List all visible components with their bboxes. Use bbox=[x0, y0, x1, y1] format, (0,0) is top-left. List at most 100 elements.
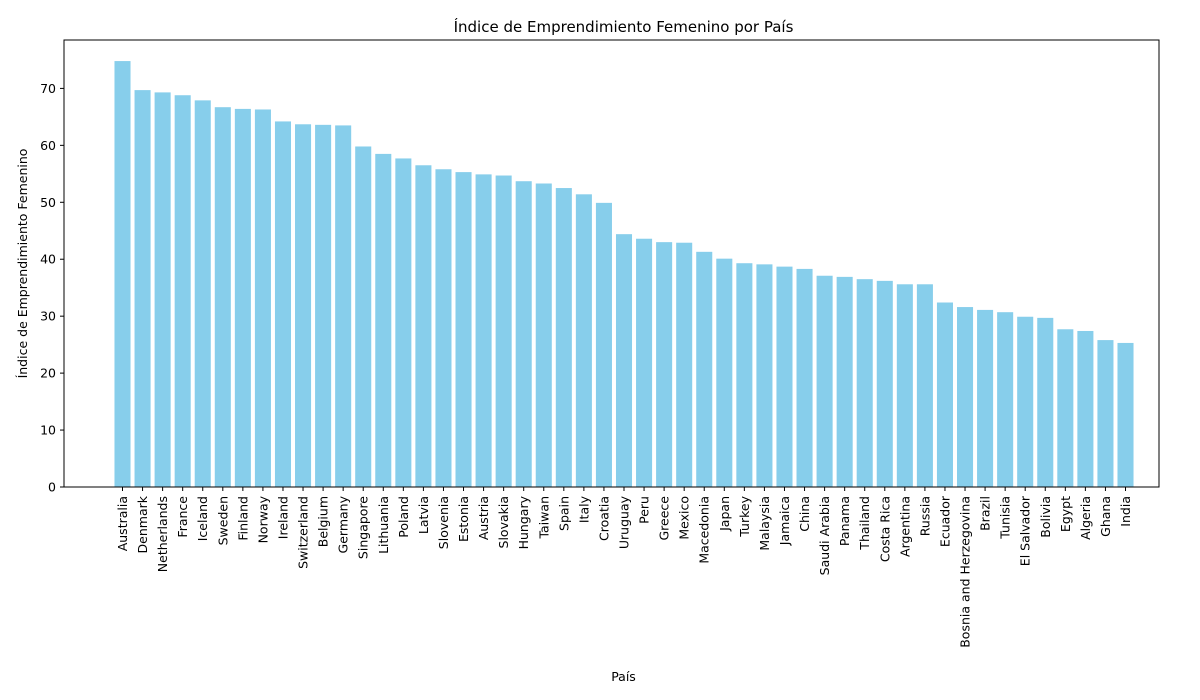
x-tick-label: Croatia bbox=[596, 496, 611, 541]
bar-uruguay bbox=[615, 234, 633, 487]
bar-ireland bbox=[274, 121, 292, 488]
x-tick-label: Turkey bbox=[737, 495, 752, 537]
x-tick-label: Uruguay bbox=[617, 495, 632, 549]
bar-switzerland bbox=[295, 124, 312, 487]
x-tick-label: Iceland bbox=[195, 496, 210, 541]
bar-denmark bbox=[134, 90, 151, 488]
x-tick-label: Singapore bbox=[356, 496, 371, 559]
bar-japan bbox=[716, 258, 733, 487]
x-tick-label: Saudi Arabia bbox=[817, 496, 832, 575]
x-tick-label: Jamaica bbox=[777, 496, 792, 546]
bar-finland bbox=[234, 108, 251, 488]
bar-turkey bbox=[736, 263, 753, 487]
x-tick-label: Malaysia bbox=[757, 496, 772, 551]
x-tick-label: China bbox=[797, 496, 812, 532]
bar-austria bbox=[475, 174, 492, 487]
bar-germany bbox=[335, 125, 352, 487]
x-tick-label: Bolivia bbox=[1038, 496, 1053, 538]
x-tick-label: Poland bbox=[396, 496, 411, 538]
x-tick-label: Netherlands bbox=[155, 496, 170, 572]
y-tick-label: 50 bbox=[40, 195, 56, 210]
x-tick-label: Latvia bbox=[416, 496, 431, 534]
y-tick-label: 0 bbox=[48, 480, 56, 495]
x-tick-label: Spain bbox=[556, 496, 571, 531]
y-tick-label: 20 bbox=[40, 366, 56, 381]
bar-argentina bbox=[896, 284, 913, 487]
bar-peru bbox=[636, 238, 653, 487]
bar-estonia bbox=[455, 172, 472, 488]
x-tick-label: Lithuania bbox=[376, 496, 391, 554]
bar-hungary bbox=[515, 181, 532, 487]
x-tick-label: Ecuador bbox=[937, 495, 952, 547]
y-axis: 0 10 20 30 40 50 60 70 bbox=[40, 81, 64, 495]
x-tick-label: Germany bbox=[336, 495, 351, 553]
x-tick-label: Slovakia bbox=[496, 496, 511, 548]
x-tick-label: Denmark bbox=[135, 495, 150, 553]
x-tick-label: Estonia bbox=[456, 496, 471, 542]
bar-singapore bbox=[355, 146, 372, 488]
bar-mexico bbox=[676, 242, 693, 487]
bar-india bbox=[1117, 342, 1134, 487]
x-tick-label: Mexico bbox=[677, 496, 692, 540]
bar-iceland bbox=[194, 100, 211, 488]
x-axis: Australia Denmark Netherlands France Iceland… bbox=[115, 487, 1133, 648]
y-tick-label: 30 bbox=[40, 309, 56, 324]
x-tick-label: Australia bbox=[115, 496, 130, 551]
x-tick-label: Japan bbox=[717, 496, 732, 532]
bar-greece bbox=[656, 242, 673, 487]
y-tick-label: 60 bbox=[40, 138, 56, 153]
x-tick-label: Taiwan bbox=[536, 496, 551, 540]
x-tick-label: Bosnia and Herzegovina bbox=[958, 496, 973, 648]
x-tick-label: Ghana bbox=[1098, 496, 1113, 537]
bar-spain bbox=[555, 188, 572, 488]
bar-tunisia bbox=[997, 312, 1014, 487]
x-tick-label: Sweden bbox=[215, 496, 230, 545]
bar-poland bbox=[395, 158, 412, 487]
bar-norway bbox=[254, 109, 271, 487]
bar-australia bbox=[114, 61, 131, 487]
x-tick-label: Brazil bbox=[978, 496, 993, 531]
x-tick-label: Italy bbox=[576, 495, 591, 523]
bar-ecuador bbox=[936, 302, 953, 487]
bar-el-salvador bbox=[1017, 316, 1034, 487]
x-tick-label: Switzerland bbox=[296, 496, 311, 569]
bar-italy bbox=[575, 194, 592, 487]
x-tick-label: Norway bbox=[255, 495, 270, 543]
bar-taiwan bbox=[535, 183, 552, 487]
x-tick-label: Thailand bbox=[857, 496, 872, 551]
bar-russia bbox=[916, 284, 933, 487]
x-tick-label: Finland bbox=[235, 496, 250, 541]
y-axis-title: Índice de Emprendimiento Femenino bbox=[15, 149, 30, 379]
bar-egypt bbox=[1057, 329, 1074, 487]
bar-malaysia bbox=[756, 264, 773, 487]
bar-bosnia-and-herzegovina bbox=[957, 307, 974, 487]
bar-netherlands bbox=[154, 92, 171, 487]
chart-title: Índice de Emprendimiento Femenino por Pa… bbox=[454, 17, 794, 36]
x-tick-label: Ireland bbox=[275, 496, 290, 539]
bar-lithuania bbox=[375, 153, 392, 487]
y-tick-label: 40 bbox=[40, 252, 56, 267]
bar-algeria bbox=[1077, 330, 1094, 487]
bar-sweden bbox=[214, 107, 231, 487]
x-tick-label: Austria bbox=[476, 496, 491, 540]
x-tick-label: Slovenia bbox=[436, 496, 451, 549]
x-tick-label: Greece bbox=[657, 496, 672, 541]
y-tick-label: 10 bbox=[40, 423, 56, 438]
x-tick-label: Tunisia bbox=[998, 496, 1013, 540]
x-tick-label: Peru bbox=[637, 496, 652, 524]
x-tick-label: France bbox=[175, 496, 190, 538]
bar-jamaica bbox=[776, 266, 793, 487]
bar-costa-rica bbox=[876, 280, 893, 487]
x-tick-label: Panama bbox=[837, 496, 852, 546]
bar-latvia bbox=[415, 165, 432, 487]
bar-belgium bbox=[315, 124, 332, 487]
bar-ghana bbox=[1097, 340, 1114, 487]
x-tick-label: Egypt bbox=[1058, 496, 1073, 532]
bars-group bbox=[114, 61, 1134, 488]
x-tick-label: Belgium bbox=[316, 496, 331, 547]
x-tick-label: Hungary bbox=[516, 495, 531, 549]
bar-macedonia bbox=[696, 251, 713, 487]
x-tick-label: El Salvador bbox=[1018, 495, 1033, 566]
bar-slovenia bbox=[435, 169, 452, 487]
